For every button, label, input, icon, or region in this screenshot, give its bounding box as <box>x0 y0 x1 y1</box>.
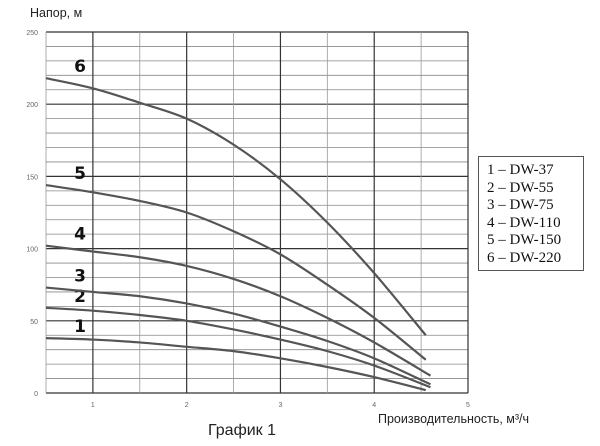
legend-entry: 4 – DW-110 <box>487 214 561 231</box>
x-axis-label: Производительность, м³/ч <box>378 412 530 426</box>
legend-entry: 5 – DW-150 <box>487 232 562 248</box>
x-tick-label: 2 <box>185 402 189 409</box>
series-label-2: 2 <box>74 287 86 307</box>
series-label-6: 6 <box>74 57 86 77</box>
legend-entry: 6 – DW-220 <box>487 249 562 266</box>
legend: 1 – DW-37 2 – DW-55 3 – DW-75 4 – DW-110… <box>478 156 584 271</box>
series-line-2 <box>45 306 431 389</box>
y-tick-label: 100 <box>26 247 38 254</box>
y-tick-label: 150 <box>26 174 38 181</box>
series-line-3 <box>45 286 431 386</box>
series-line-4 <box>45 244 432 377</box>
y-tick-label: 0 <box>34 391 38 398</box>
x-tick-label: 4 <box>372 402 376 409</box>
x-tick-label: 3 <box>278 402 282 409</box>
series-line-1 <box>45 337 427 392</box>
y-tick-label: 200 <box>26 102 38 109</box>
series-label-5: 5 <box>74 164 86 184</box>
y-axis-label: Напор, м <box>30 6 83 20</box>
series-line-6 <box>45 77 427 336</box>
x-tick-label: 1 <box>91 402 95 409</box>
x-tick-label: 5 <box>466 402 470 409</box>
y-tick-label: 250 <box>26 30 38 37</box>
series-label-1: 1 <box>74 317 86 337</box>
legend-entry: 1 – DW-37 <box>487 162 554 178</box>
series-label-3: 3 <box>74 267 86 287</box>
series-label-4: 4 <box>74 225 86 245</box>
y-tick-label: 50 <box>30 319 38 326</box>
chart-title: График 1 <box>208 422 277 439</box>
series-line-5 <box>45 183 427 361</box>
legend-entry: 3 – DW-75 <box>487 197 554 213</box>
legend-entry: 2 – DW-55 <box>487 179 554 196</box>
